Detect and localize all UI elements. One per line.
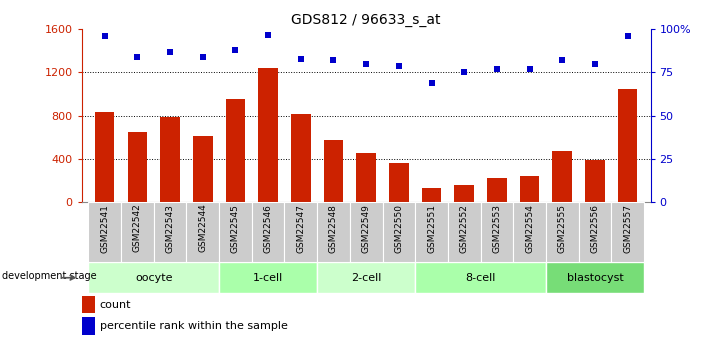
Bar [546,202,579,262]
Bar [252,202,284,262]
Bar [95,112,114,202]
Text: GSM22552: GSM22552 [460,204,469,253]
Point [328,58,339,63]
Point [132,54,143,60]
Text: GSM22554: GSM22554 [525,204,534,253]
Bar [186,202,219,262]
Bar [160,117,180,202]
Point [360,61,372,67]
Bar [552,151,572,202]
Bar [88,202,121,262]
Bar [579,202,611,262]
Point [295,56,306,61]
Point [426,80,437,86]
Text: oocyte: oocyte [135,273,173,283]
Point [99,33,110,39]
Bar [193,136,213,202]
Bar [389,163,409,202]
Text: GSM22543: GSM22543 [166,204,174,253]
Bar [356,153,376,202]
Bar [258,68,278,202]
Text: GSM22550: GSM22550 [395,204,403,253]
Bar [127,132,147,202]
Bar [448,202,481,262]
Text: GSM22553: GSM22553 [493,204,501,253]
Point [622,33,634,39]
Text: GSM22542: GSM22542 [133,204,141,253]
Point [393,63,405,68]
Bar [546,262,644,293]
Text: GSM22546: GSM22546 [264,204,272,253]
Bar [284,202,317,262]
Bar [618,89,638,202]
Bar [219,262,317,293]
Bar [291,115,311,202]
Bar [481,202,513,262]
Bar [487,178,507,202]
Bar [154,202,186,262]
Bar [324,140,343,202]
Point [491,66,503,72]
Text: count: count [100,300,132,310]
Bar [317,202,350,262]
Text: 8-cell: 8-cell [466,273,496,283]
Text: GSM22556: GSM22556 [591,204,599,253]
Text: GSM22541: GSM22541 [100,204,109,253]
Point [197,54,208,60]
Text: 1-cell: 1-cell [253,273,283,283]
Bar [611,202,644,262]
Text: GSM22549: GSM22549 [362,204,370,253]
Bar [82,296,95,313]
Bar [383,202,415,262]
Bar [513,202,546,262]
Text: GSM22545: GSM22545 [231,204,240,253]
Point [589,61,601,67]
Title: GDS812 / 96633_s_at: GDS812 / 96633_s_at [292,13,441,27]
Text: 2-cell: 2-cell [351,273,381,283]
Bar [88,262,219,293]
Point [230,47,241,53]
Point [262,32,274,37]
Bar [454,185,474,202]
Bar [585,160,605,202]
Text: development stage: development stage [1,271,96,281]
Text: GSM22551: GSM22551 [427,204,436,253]
Text: GSM22557: GSM22557 [623,204,632,253]
Text: GSM22544: GSM22544 [198,204,207,253]
Point [557,58,568,63]
Bar [82,317,95,335]
Text: GSM22555: GSM22555 [558,204,567,253]
Bar [415,202,448,262]
Point [164,49,176,55]
Bar [415,262,546,293]
Bar [520,176,540,202]
Bar [121,202,154,262]
Text: GSM22547: GSM22547 [296,204,305,253]
Text: GSM22548: GSM22548 [329,204,338,253]
Bar [317,262,415,293]
Point [524,66,535,72]
Bar [219,202,252,262]
Bar [350,202,383,262]
Point [459,70,470,75]
Bar [225,99,245,202]
Text: blastocyst: blastocyst [567,273,624,283]
Text: percentile rank within the sample: percentile rank within the sample [100,321,287,331]
Bar [422,188,442,202]
